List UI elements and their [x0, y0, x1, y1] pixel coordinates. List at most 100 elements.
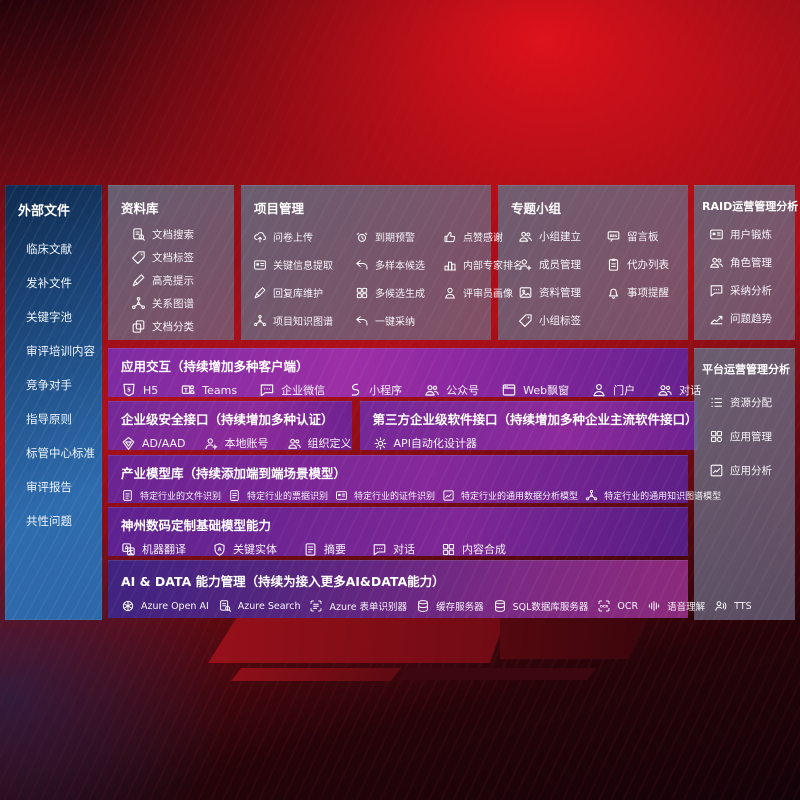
raid-analysis-box: RAID运营管理分析 用户锻炼 角色管理 采纳分析 问题趋势	[694, 185, 799, 340]
feature-item: 公众号	[424, 382, 479, 398]
project-title: 项目管理	[254, 201, 305, 216]
feature-label: Teams	[202, 383, 238, 397]
card-icon	[335, 489, 348, 502]
feature-item: 文档搜索	[131, 227, 234, 242]
security-title: 企业级安全接口（持续增加多种认证）	[121, 412, 334, 427]
feature-item: 留言板	[606, 229, 688, 244]
feature-item: 文档分类	[131, 319, 234, 334]
feature-label: 资源分配	[730, 397, 772, 409]
trend-icon	[709, 311, 724, 326]
app-interaction-band: 应用交互（持续增加多种客户端） H5 Teams 企业微信 小程序 公众号 Web飘窗 门户…	[108, 348, 701, 398]
teams-icon	[180, 382, 196, 398]
apps-icon	[709, 429, 724, 444]
sidebar-item-list: 临床文献 发补文件 关键字池 审评培训内容 竞争对手 指导原则 标管中心标准 审评报告 共性问题	[5, 219, 102, 538]
cloud-up-icon	[253, 230, 267, 244]
sidebar-item: 审评报告	[26, 480, 72, 494]
feature-label: 关系图谱	[152, 298, 194, 310]
feature-item: 关键实体	[212, 541, 277, 557]
feature-item: 成员管理	[518, 257, 606, 272]
feature-label: 资料管理	[539, 287, 581, 299]
feature-label: 关键实体	[233, 543, 277, 556]
base-model-title: 神州数码定制基础模型能力	[121, 518, 272, 533]
podium-icon	[443, 258, 457, 272]
feature-item: 回复库维护	[253, 285, 355, 300]
raid-title: RAID运营管理分析	[702, 200, 799, 213]
industry-title: 产业模型库（持续添加端到端场景模型）	[121, 466, 347, 481]
feature-item: 关键信息提取	[253, 257, 355, 272]
feature-item: 应用管理	[709, 429, 795, 444]
feature-label: 关键信息提取	[273, 261, 333, 272]
feature-label: 多候选生成	[375, 289, 425, 300]
project-management-box: 项目管理 问卷上传 到期预警 点赞感谢 关键信息提取 多样本候选 内部专家排名 回复库维护 多…	[241, 185, 523, 340]
tag-icon	[131, 250, 146, 265]
feature-label: 本地账号	[224, 437, 269, 450]
feature-label: 特定行业的文件识别	[140, 492, 222, 502]
platform-title: 平台运营管理分析	[702, 363, 790, 376]
feature-item: 代办列表	[606, 257, 688, 272]
project-items: 问卷上传 到期预警 点赞感谢 关键信息提取 多样本候选 内部专家排名 回复库维护 多候选生成 评…	[241, 217, 523, 328]
feature-item: 点赞感谢	[443, 229, 523, 244]
feature-item: Web飘窗	[501, 382, 569, 398]
feature-item: 内容合成	[441, 541, 506, 557]
people-icon	[287, 436, 302, 451]
main-content: 资料库 文档搜索 文档标签 高亮提示 关系图谱 文档分类 项目管理 问卷上传 到期预警 点赞…	[108, 185, 752, 620]
feature-item: 特定行业的通用数据分析模型	[442, 489, 578, 502]
platform-items: 资源分配应用管理应用分析	[694, 377, 795, 478]
sidebar-item: 标管中心标准	[26, 446, 95, 460]
tag-icon	[518, 313, 533, 328]
app-interaction-title: 应用交互（持续增加多种客户端）	[121, 359, 309, 374]
graph-icon	[131, 296, 146, 311]
raid-items: 用户锻炼 角色管理 采纳分析 问题趋势	[694, 214, 795, 326]
feature-label: 企业微信	[281, 384, 326, 397]
bbs-icon	[606, 229, 621, 244]
feature-label: 事项提醒	[627, 287, 669, 299]
form-icon	[309, 599, 323, 613]
library-items: 文档搜索 文档标签 高亮提示 关系图谱 文档分类	[108, 217, 234, 334]
list-icon	[709, 395, 724, 410]
translate-icon	[121, 542, 136, 557]
chat-icon	[709, 283, 724, 298]
feature-label: 文档分类	[152, 321, 194, 333]
industry-model-band: 产业模型库（持续添加端到端场景模型） 特定行业的文件识别 特定行业的票据识别 特定行…	[108, 455, 721, 503]
feature-label: 公众号	[446, 384, 480, 397]
feature-label: 组织定义	[307, 437, 352, 450]
feature-label: API自动化设计器	[393, 437, 477, 450]
feature-item: 文档标签	[131, 250, 234, 265]
feature-label: 项目知识图谱	[273, 317, 333, 328]
feature-item: 应用分析	[709, 463, 795, 478]
feature-item: 项目知识图谱	[253, 313, 355, 328]
card-icon	[253, 258, 267, 272]
ai-data-band: AI & DATA 能力管理（持续为接入更多AI&DATA能力） Azure O…	[108, 560, 752, 618]
thirdparty-items: API自动化设计器	[360, 428, 698, 451]
people-icon	[657, 382, 673, 398]
feature-item: 多样本候选	[355, 257, 443, 272]
feature-label: 特定行业的通用数据分析模型	[461, 492, 579, 502]
feature-item: 特定行业的通用知识图谱模型	[585, 489, 721, 502]
feature-label: 多样本候选	[375, 261, 425, 272]
copy-icon	[131, 319, 146, 334]
ai-data-items: Azure Open AI Azure Search Azure 表单识别器 缓存服务…	[108, 590, 752, 613]
feature-item: 组织定义	[287, 435, 352, 451]
feature-item: 对话	[657, 382, 701, 398]
person-icon	[443, 286, 457, 300]
sidebar-item: 竞争对手	[26, 378, 72, 392]
card-icon	[709, 227, 724, 242]
tts-icon	[714, 599, 728, 613]
feature-item: AD/AAD	[121, 436, 186, 451]
sidebar-item: 共性问题	[26, 514, 72, 528]
person-plus-icon	[204, 436, 219, 451]
feature-item: 摘要	[303, 541, 346, 557]
swirl-icon	[121, 599, 135, 613]
feature-label: 机器翻译	[142, 543, 186, 556]
feature-label: OCR	[617, 600, 639, 612]
feature-label: Azure 表单识别器	[329, 602, 408, 613]
feature-item: 小组标签	[518, 313, 606, 328]
feature-label: SQL数据库服务器	[512, 602, 589, 613]
feature-label: 成员管理	[539, 259, 581, 271]
thirdparty-title: 第三方企业级软件接口（持续增加多种企业主流软件接口）	[372, 412, 698, 427]
feature-item: Azure 表单识别器	[309, 599, 407, 613]
sidebar-item: 发补文件	[26, 276, 72, 290]
feature-label: 问卷上传	[273, 233, 313, 244]
monitor-stand-bar	[230, 668, 402, 681]
db-icon	[416, 599, 430, 613]
